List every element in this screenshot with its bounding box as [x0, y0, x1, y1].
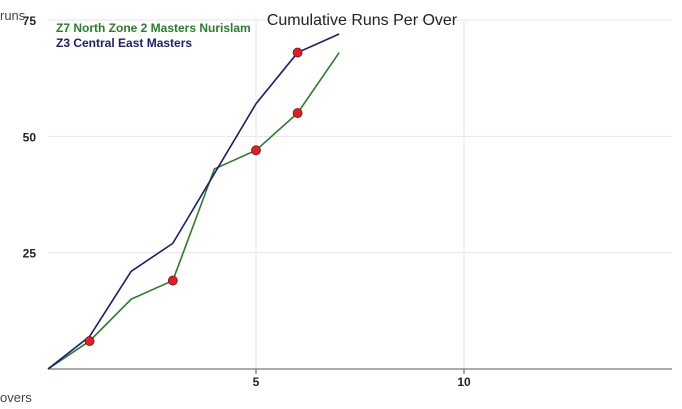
grid-lines [48, 19, 672, 369]
series-line-2 [47, 33, 340, 370]
wicket-marker [84, 336, 95, 346]
tick-labels: 5 10 25 50 75 [23, 14, 471, 389]
x-tick-label: 5 [253, 375, 260, 389]
y-tick-label: 50 [23, 130, 37, 144]
chart-title: Cumulative Runs Per Over [267, 12, 458, 29]
x-axis-label: overs [0, 390, 32, 405]
wicket-markers [84, 47, 303, 346]
legend-entry-1: Z7 North Zone 2 Masters Nurislam [56, 21, 251, 35]
y-tick-label: 25 [23, 247, 37, 261]
axes [48, 368, 672, 374]
wicket-marker [167, 275, 178, 286]
wicket-marker [292, 108, 303, 118]
x-tick-label: 10 [457, 375, 471, 389]
y-tick-label: 75 [23, 14, 37, 28]
series-line-1 [47, 52, 340, 370]
legend-entry-2: Z3 Central East Masters [56, 36, 192, 50]
wicket-marker [292, 47, 303, 58]
wicket-marker [251, 145, 261, 156]
y-axis-label: runs [0, 8, 26, 23]
series-lines [47, 33, 340, 370]
